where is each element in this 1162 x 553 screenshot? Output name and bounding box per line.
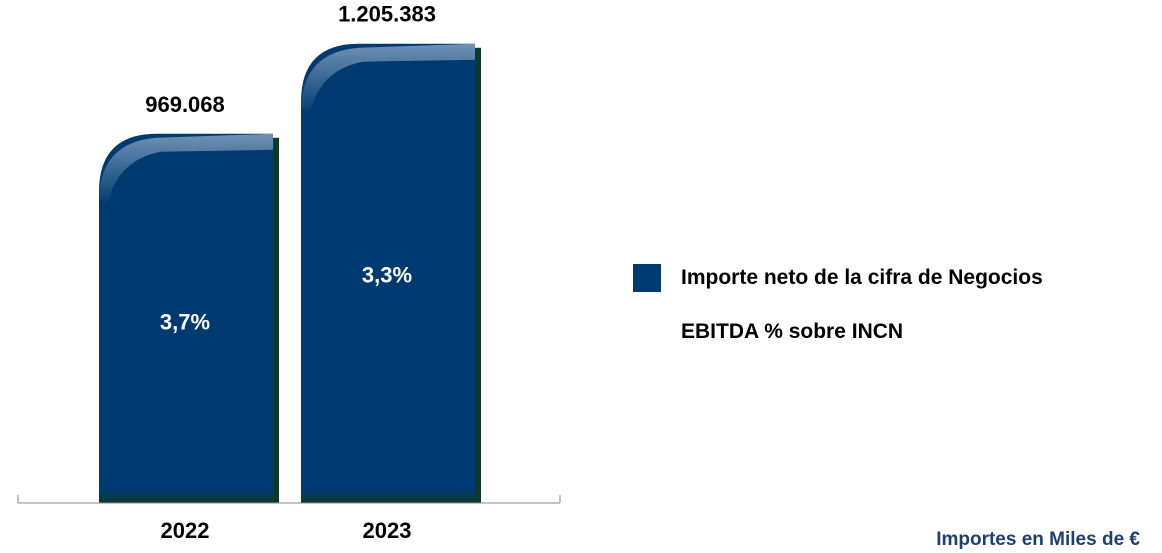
legend-item-revenue: Importe neto de la cifra de Negocios xyxy=(633,262,1043,294)
ebitda-label-2022: 3,7% xyxy=(160,309,210,334)
legend: Importe neto de la cifra de Negocios EBI… xyxy=(633,262,1043,370)
bar-highlight-2023 xyxy=(301,43,475,116)
legend-label-revenue: Importe neto de la cifra de Negocios xyxy=(681,266,1043,289)
bar-highlight-2022 xyxy=(99,133,273,206)
square-swatch-icon xyxy=(633,264,661,292)
x-axis xyxy=(17,495,561,504)
value-label-2022: 969.068 xyxy=(145,92,225,117)
ebitda-label-2023: 3,3% xyxy=(362,263,412,288)
bar-2022 xyxy=(99,133,273,503)
legend-item-ebitda: EBITDA % sobre INCN xyxy=(633,316,1043,348)
x-tick-label-2022: 2022 xyxy=(161,518,210,543)
value-label-2023: 1.205.383 xyxy=(338,2,436,27)
bar-2023 xyxy=(301,43,475,503)
bar-side-2022 xyxy=(271,137,279,503)
units-footnote: Importes en Miles de € xyxy=(936,529,1140,550)
x-tick-label-2023: 2023 xyxy=(363,518,412,543)
bars-layer xyxy=(99,43,481,503)
labels-layer: 969.068 3,7% 2022 1.205.383 3,3% 2023 xyxy=(145,2,436,543)
legend-spacer xyxy=(633,318,661,346)
bar-base-2022 xyxy=(99,491,273,503)
bar-base-2023 xyxy=(301,491,475,503)
bar-side-2023 xyxy=(473,47,481,503)
legend-label-ebitda: EBITDA % sobre INCN xyxy=(681,320,904,343)
